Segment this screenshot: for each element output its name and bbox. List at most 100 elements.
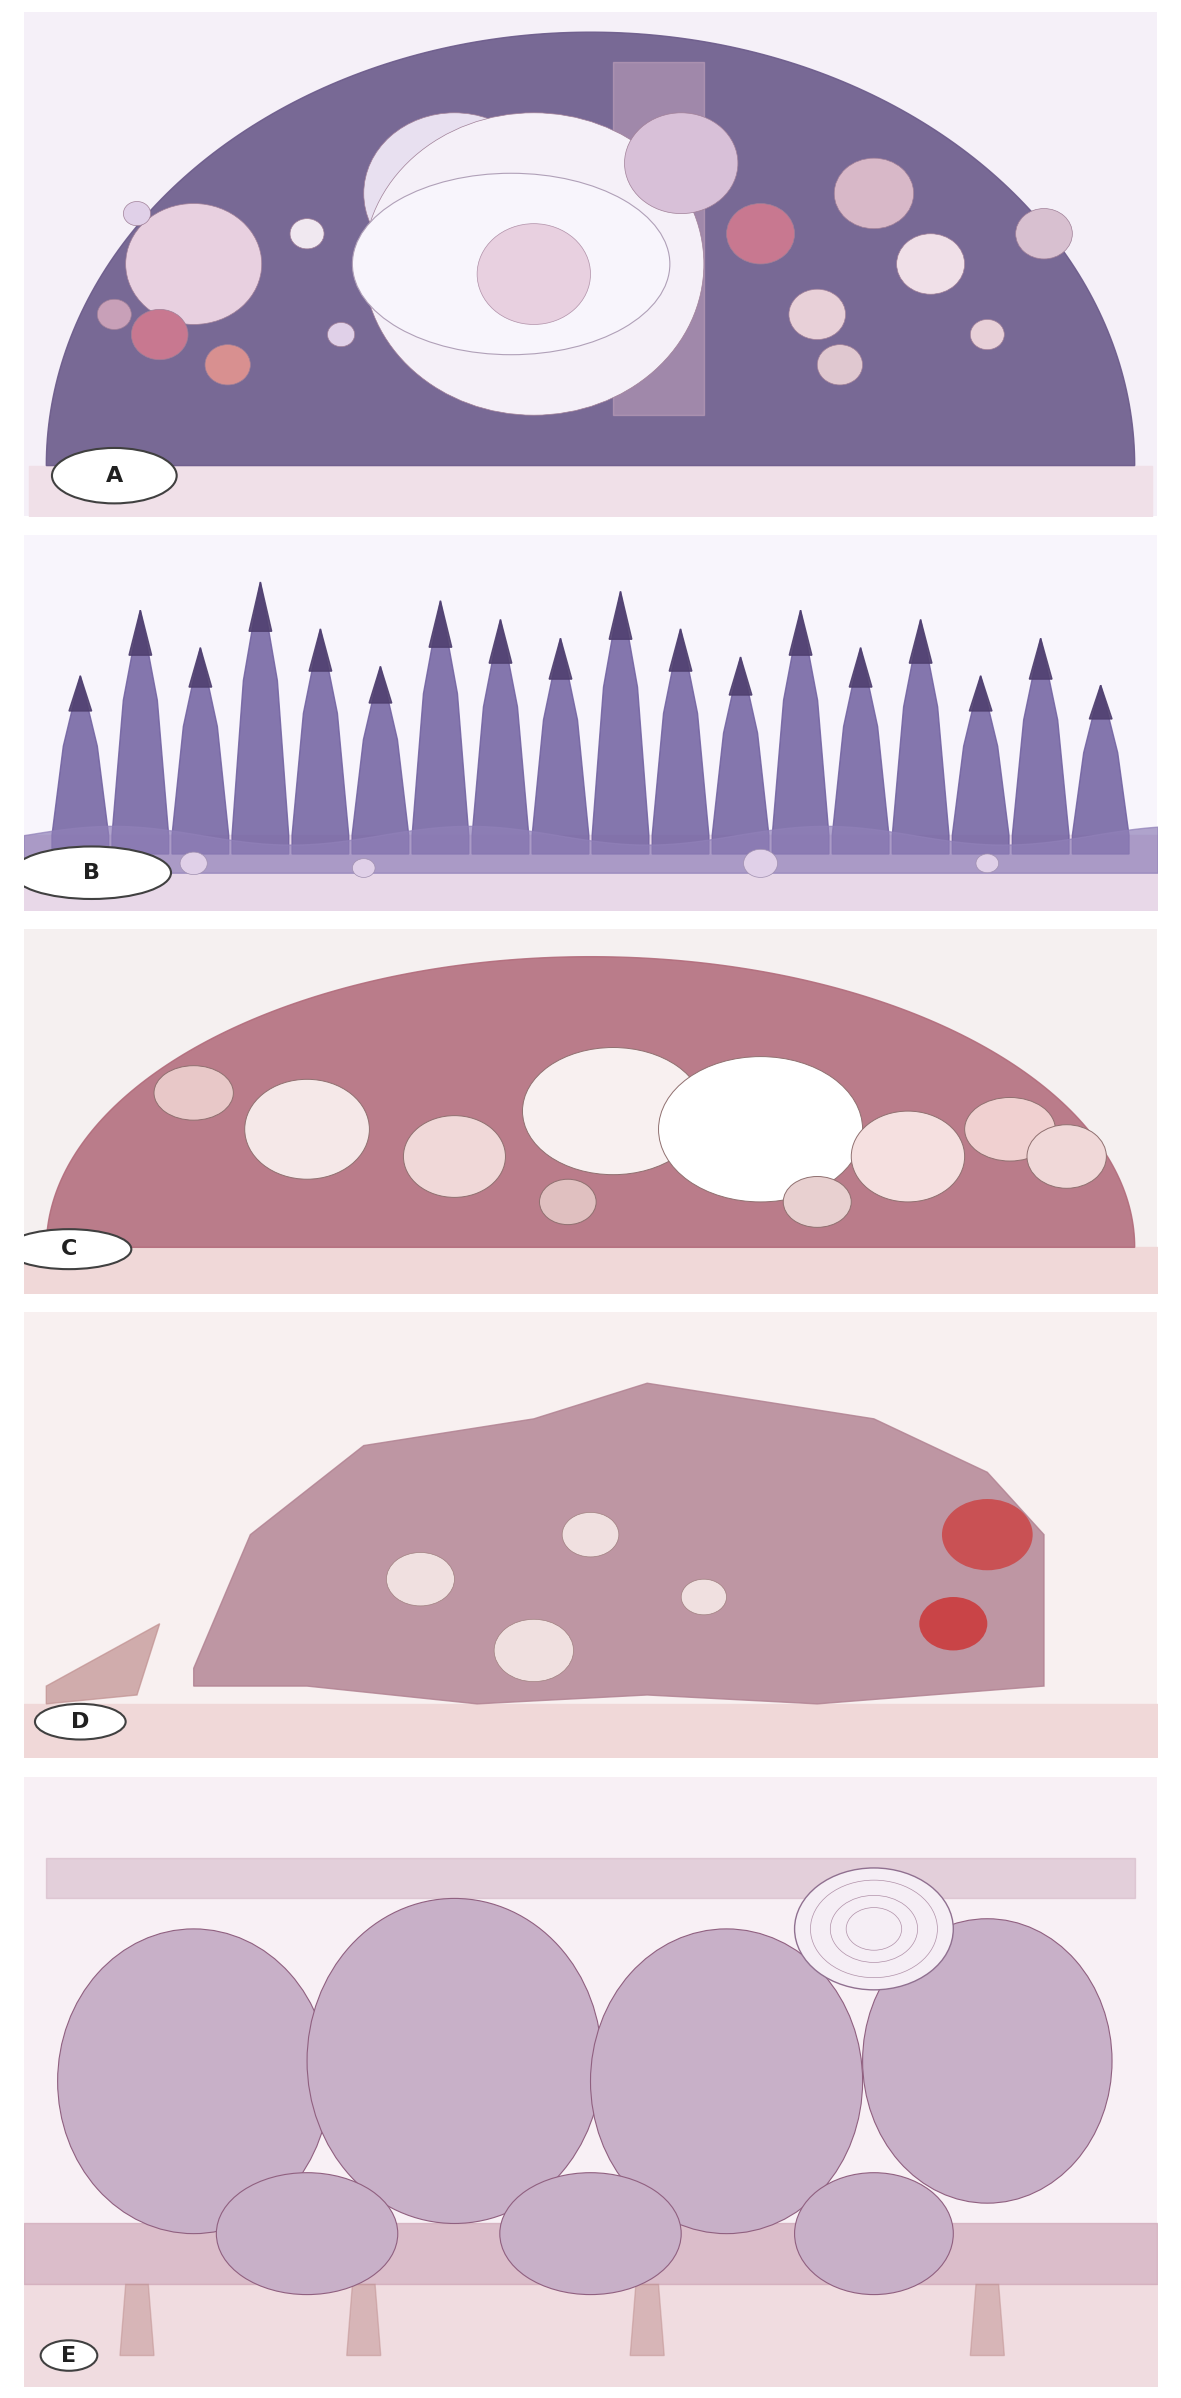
Polygon shape	[533, 638, 589, 854]
Polygon shape	[1012, 638, 1069, 854]
Polygon shape	[971, 2285, 1004, 2355]
Polygon shape	[652, 628, 709, 854]
Circle shape	[971, 319, 1004, 350]
Ellipse shape	[795, 1868, 953, 1990]
Polygon shape	[172, 647, 229, 854]
Polygon shape	[712, 657, 769, 854]
Polygon shape	[429, 602, 452, 647]
Ellipse shape	[500, 2173, 681, 2295]
Ellipse shape	[244, 1079, 370, 1180]
Polygon shape	[189, 647, 211, 688]
Circle shape	[681, 1580, 726, 1614]
Polygon shape	[120, 2285, 154, 2355]
Polygon shape	[549, 638, 572, 679]
Polygon shape	[833, 647, 889, 854]
Ellipse shape	[540, 1180, 596, 1225]
Circle shape	[291, 218, 324, 249]
Polygon shape	[1089, 686, 1113, 719]
Polygon shape	[849, 647, 872, 688]
Ellipse shape	[522, 1048, 704, 1175]
Text: B: B	[83, 863, 100, 882]
Polygon shape	[789, 609, 811, 655]
Polygon shape	[194, 1384, 1044, 1705]
Polygon shape	[670, 628, 692, 671]
Text: A: A	[105, 465, 123, 487]
Ellipse shape	[862, 1918, 1113, 2204]
Circle shape	[205, 345, 250, 386]
Circle shape	[327, 321, 354, 348]
Circle shape	[919, 1597, 987, 1650]
Polygon shape	[347, 2285, 380, 2355]
Polygon shape	[68, 676, 92, 710]
Circle shape	[625, 113, 738, 213]
Circle shape	[352, 858, 376, 878]
Circle shape	[97, 300, 131, 329]
Polygon shape	[909, 619, 932, 664]
Text: C: C	[60, 1240, 77, 1259]
Ellipse shape	[352, 173, 670, 355]
Circle shape	[942, 1499, 1032, 1571]
Circle shape	[180, 851, 208, 875]
Polygon shape	[46, 1623, 159, 1705]
Polygon shape	[472, 619, 529, 854]
Circle shape	[726, 204, 795, 264]
Polygon shape	[46, 31, 1135, 465]
Polygon shape	[631, 2285, 664, 2355]
Ellipse shape	[58, 1928, 329, 2233]
Ellipse shape	[965, 1098, 1056, 1161]
Polygon shape	[1072, 686, 1129, 854]
Circle shape	[817, 345, 862, 386]
Polygon shape	[292, 628, 348, 854]
Polygon shape	[46, 957, 1135, 1247]
Polygon shape	[893, 619, 950, 854]
Ellipse shape	[659, 1058, 862, 1201]
Circle shape	[366, 247, 406, 283]
Ellipse shape	[1027, 1125, 1107, 1189]
Circle shape	[364, 113, 704, 415]
Polygon shape	[489, 619, 511, 664]
Circle shape	[131, 309, 188, 360]
Polygon shape	[609, 592, 632, 640]
Circle shape	[976, 854, 999, 873]
Circle shape	[1016, 209, 1072, 259]
Polygon shape	[231, 583, 288, 854]
Polygon shape	[52, 676, 109, 854]
Ellipse shape	[307, 1899, 602, 2223]
Polygon shape	[112, 609, 169, 854]
Ellipse shape	[404, 1115, 505, 1197]
Polygon shape	[772, 609, 829, 854]
Ellipse shape	[783, 1177, 852, 1228]
Circle shape	[896, 233, 965, 295]
Circle shape	[744, 849, 777, 878]
Polygon shape	[592, 592, 648, 854]
Circle shape	[386, 1552, 455, 1607]
Polygon shape	[970, 676, 992, 710]
Circle shape	[477, 223, 590, 324]
Circle shape	[12, 846, 171, 899]
Circle shape	[364, 113, 546, 273]
Circle shape	[123, 201, 151, 225]
Polygon shape	[729, 657, 752, 695]
Polygon shape	[309, 628, 332, 671]
Circle shape	[834, 158, 914, 228]
Polygon shape	[370, 667, 392, 703]
Circle shape	[789, 290, 846, 341]
Circle shape	[52, 448, 177, 504]
Ellipse shape	[590, 1928, 862, 2233]
Circle shape	[494, 1619, 574, 1681]
Polygon shape	[1030, 638, 1052, 679]
Ellipse shape	[852, 1110, 965, 1201]
Circle shape	[7, 1230, 131, 1269]
Circle shape	[35, 1705, 125, 1739]
Circle shape	[125, 204, 262, 324]
Text: E: E	[61, 2345, 77, 2364]
Ellipse shape	[216, 2173, 398, 2295]
Circle shape	[562, 1513, 619, 1556]
Circle shape	[40, 2340, 97, 2372]
Text: D: D	[71, 1712, 90, 1731]
Polygon shape	[412, 602, 469, 854]
Ellipse shape	[795, 2173, 953, 2295]
Polygon shape	[952, 676, 1009, 854]
Ellipse shape	[154, 1065, 234, 1120]
Polygon shape	[129, 609, 151, 655]
